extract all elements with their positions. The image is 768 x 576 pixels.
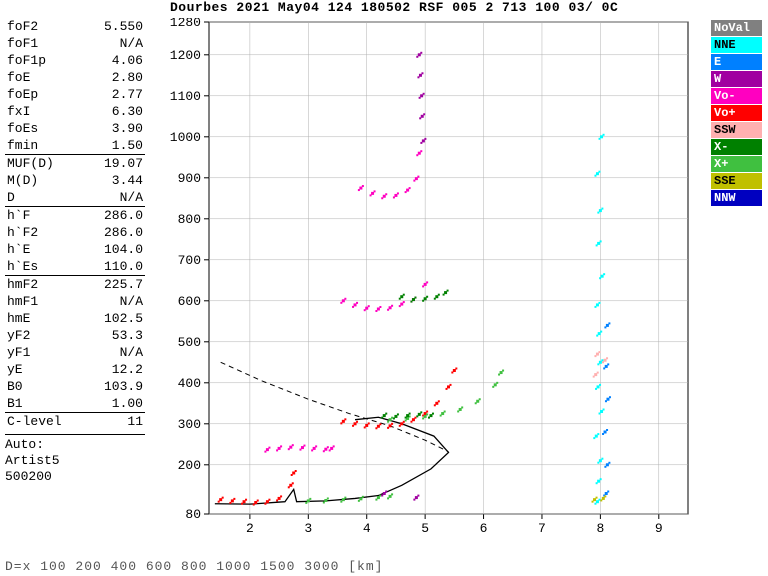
svg-text:4: 4 — [363, 521, 371, 536]
svg-text:8: 8 — [596, 521, 604, 536]
param-val: 3.90 — [86, 120, 145, 137]
param-val: 102.5 — [86, 310, 145, 327]
param-val: 5.550 — [86, 18, 145, 35]
param-val: 19.07 — [86, 155, 145, 173]
svg-text:80: 80 — [185, 507, 201, 522]
ionogram-chart: 2 3 4 5 6 7 8 9 80 200 300 400 500 600 700 800 900 1000 11… — [164, 18, 696, 544]
legend-item: X+ — [711, 156, 762, 172]
param-key: hmF2 — [5, 276, 86, 294]
param-key: MUF(D) — [5, 155, 86, 173]
param-val: 225.7 — [86, 276, 145, 294]
param-val: N/A — [86, 293, 145, 310]
auto-line: Auto: — [5, 437, 145, 453]
param-val: 53.3 — [86, 327, 145, 344]
legend-item: SSW — [711, 122, 762, 138]
chart-legend: NoValNNEEWVo-Vo+SSWX-X+SSENNW — [711, 20, 762, 207]
param-key: foE — [5, 69, 86, 86]
param-val: 1.00 — [86, 395, 145, 413]
auto-line: 500200 — [5, 469, 145, 485]
svg-text:9: 9 — [655, 521, 663, 536]
svg-text:500: 500 — [178, 335, 201, 350]
svg-text:600: 600 — [178, 294, 201, 309]
legend-item: W — [711, 71, 762, 87]
param-key: foF2 — [5, 18, 86, 35]
param-val: 1.50 — [86, 137, 145, 155]
param-key: h`E — [5, 241, 86, 258]
param-key: C-level — [5, 413, 86, 431]
svg-text:1280: 1280 — [170, 18, 201, 30]
param-key: B1 — [5, 395, 86, 413]
param-val: 6.30 — [86, 103, 145, 120]
svg-text:800: 800 — [178, 212, 201, 227]
param-key: fmin — [5, 137, 86, 155]
param-key: fxI — [5, 103, 86, 120]
svg-text:5: 5 — [421, 521, 429, 536]
chart-title: Dourbes 2021 May04 124 180502 RSF 005 2 … — [170, 0, 618, 15]
param-val: 3.44 — [86, 172, 145, 189]
param-val: 11 — [86, 413, 145, 431]
svg-text:200: 200 — [178, 458, 201, 473]
svg-text:1200: 1200 — [170, 48, 201, 63]
param-val: 2.80 — [86, 69, 145, 86]
legend-item: X- — [711, 139, 762, 155]
param-key: h`F2 — [5, 224, 86, 241]
svg-text:6: 6 — [480, 521, 488, 536]
param-key: M(D) — [5, 172, 86, 189]
param-key: foF1 — [5, 35, 86, 52]
auto-line: Artist5 — [5, 453, 145, 469]
svg-text:700: 700 — [178, 253, 201, 268]
legend-item: Vo+ — [711, 105, 762, 121]
parameter-panel: foF25.550foF1N/AfoF1p4.06foE2.80foEp2.77… — [5, 18, 145, 485]
legend-item: Vo- — [711, 88, 762, 104]
legend-item: E — [711, 54, 762, 70]
svg-text:300: 300 — [178, 417, 201, 432]
footer-scale: D=x 100 200 400 600 800 1000 1500 3000 [… — [5, 559, 383, 574]
svg-text:2: 2 — [246, 521, 254, 536]
param-key: hmE — [5, 310, 86, 327]
param-key: yF1 — [5, 344, 86, 361]
param-val: N/A — [86, 189, 145, 207]
legend-item: NNE — [711, 37, 762, 53]
svg-text:400: 400 — [178, 376, 201, 391]
param-key: h`Es — [5, 258, 86, 276]
param-val: N/A — [86, 35, 145, 52]
param-key: h`F — [5, 207, 86, 225]
param-key: foEs — [5, 120, 86, 137]
param-key: foEp — [5, 86, 86, 103]
legend-item: NNW — [711, 190, 762, 206]
param-key: yF2 — [5, 327, 86, 344]
svg-text:900: 900 — [178, 171, 201, 186]
param-val: 286.0 — [86, 224, 145, 241]
param-key: D — [5, 189, 86, 207]
param-val: 286.0 — [86, 207, 145, 225]
param-val: 103.9 — [86, 378, 145, 395]
param-val: N/A — [86, 344, 145, 361]
param-key: B0 — [5, 378, 86, 395]
svg-text:7: 7 — [538, 521, 546, 536]
svg-text:1000: 1000 — [170, 130, 201, 145]
svg-text:3: 3 — [304, 521, 312, 536]
param-key: hmF1 — [5, 293, 86, 310]
legend-item: SSE — [711, 173, 762, 189]
param-val: 104.0 — [86, 241, 145, 258]
param-key: yE — [5, 361, 86, 378]
param-val: 2.77 — [86, 86, 145, 103]
param-key: foF1p — [5, 52, 86, 69]
param-val: 4.06 — [86, 52, 145, 69]
param-val: 12.2 — [86, 361, 145, 378]
legend-item: NoVal — [711, 20, 762, 36]
svg-text:1100: 1100 — [170, 89, 201, 104]
param-val: 110.0 — [86, 258, 145, 276]
